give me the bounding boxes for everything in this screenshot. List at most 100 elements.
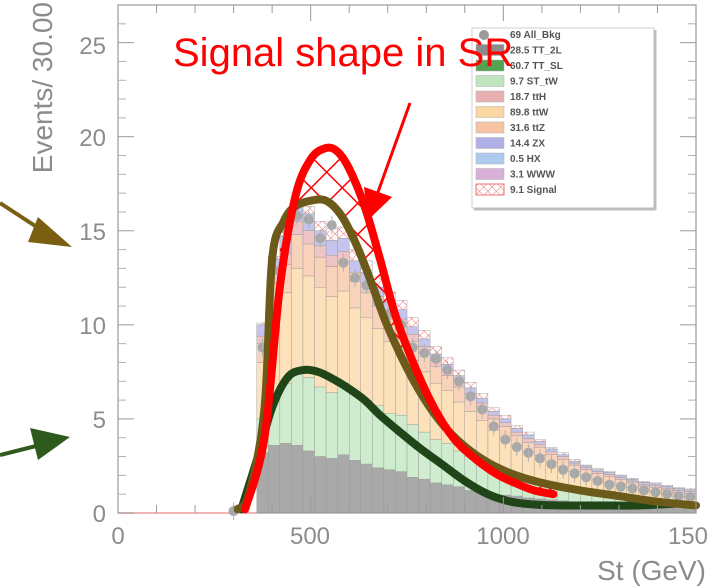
bar-signal [568,459,581,462]
legend-marker [475,106,505,118]
y-tick-label: 10 [79,313,106,340]
bar-signal [406,317,419,327]
bar-tt-2l [268,445,281,514]
bar-tt-sl [314,386,327,457]
bar-zx [603,472,616,475]
bar-ttw [291,268,304,374]
bar-signal [545,446,558,450]
bar-ttz [360,292,373,318]
bar-zx [325,239,338,256]
bar-tt-2l [279,443,292,514]
bar-ttw [372,328,385,406]
legend-label: 9.1 Signal [510,185,557,196]
x-tick-label: 500 [290,523,330,550]
bar-ttz [429,366,442,384]
bar-tt-sl [395,414,408,472]
bar-tt-2l [441,484,454,514]
bar-signal [522,431,535,436]
overlay-curves [233,143,700,514]
legend-marker [475,121,505,134]
brown-arrow [0,201,72,247]
bar-zx [568,461,581,464]
bar-zx [580,465,593,469]
x-tick-label: 150 [668,523,708,550]
curve-signal-shape-in-sr [241,143,558,514]
bar-zx [545,448,558,453]
y-tick-label: 20 [79,125,106,152]
legend-label: 60.7 TT_SL [510,61,563,72]
bar-tt-2l [337,454,350,514]
bar-tt-2l [418,478,431,514]
bar-signal [626,477,639,480]
bar-zx [487,411,500,416]
bar-tt-2l [464,490,477,514]
bar-tth [314,245,327,258]
legend-marker [475,59,505,72]
bar-tth [302,230,315,245]
bar-zx [614,475,627,479]
bar-tt-2l [453,486,465,514]
legend-marker [475,168,505,180]
bar-tt-2l [372,467,385,514]
bar-tth [545,451,558,455]
bar-signal [557,452,570,455]
bar-ttz [302,243,315,277]
signal-arrow [363,102,412,221]
bar-tt-2l [429,482,442,514]
bar-signal [499,414,512,420]
bar-tt-sl [302,377,315,452]
bar-tt-2l [314,456,327,514]
legend-marker [475,44,505,56]
bar-zx [406,326,419,335]
legend-label: 69 All_Bkg [510,30,561,41]
bar-tt-sl [325,392,338,459]
bar-tt-2l [349,460,361,514]
x-tick-label: 0 [111,523,124,550]
bar-signal [533,439,546,442]
bar-zx [510,428,523,433]
bar-signal [476,393,489,399]
bar-zx [337,238,350,252]
bar-zx [557,454,570,457]
y-tick-label: 5 [93,407,106,434]
bar-tth [325,255,338,267]
legend-label: 14.4 ZX [510,139,545,150]
legend-label: 31.6 ttZ [510,123,545,134]
curve-semileptonic-shape [237,365,681,514]
legend-marker [475,90,505,103]
bar-ttw [337,290,350,384]
y-axis-title: Events/ 30.00 [27,2,58,173]
bar-tt-2l [383,469,396,514]
bar-tth [510,431,523,437]
legend-label: 3.1 WWW [510,170,556,181]
bar-ttz [291,234,304,269]
legend-label: 9.7 ST_tW [510,77,558,88]
legend-marker [475,75,505,87]
bar-tt-2l [302,450,315,514]
bar-signal [603,471,616,473]
bar-tt-sl [349,394,361,461]
bar-tt-2l [395,471,408,514]
curve-total-background-shape [233,195,700,514]
bar-tt-2l [360,463,373,514]
bar-signal [464,382,477,389]
legend: 69 All_Bkg 28.5 TT_2L 60.7 TT_SL 9.7 ST_tW 1… [471,27,657,211]
bar-tt-2l [291,445,304,514]
bar-signal [487,407,500,412]
legend-label: 0.5 HX [510,154,541,165]
bar-tt-2l [325,458,338,514]
green-arrow [0,428,70,460]
signal-annotation: Signal shape in SR [173,31,513,75]
bar-tt-sl [291,373,304,446]
bar-zx [533,441,546,445]
bar-ttw [302,275,315,378]
x-axis-title: St (GeV) [597,555,706,586]
y-tick-label: 25 [79,33,106,60]
bar-signal [614,474,627,477]
bar-tth [499,422,512,427]
legend-marker [475,183,505,196]
legend-marker [475,137,505,149]
bar-zx [522,434,535,439]
bar-tt-2l [406,477,419,514]
